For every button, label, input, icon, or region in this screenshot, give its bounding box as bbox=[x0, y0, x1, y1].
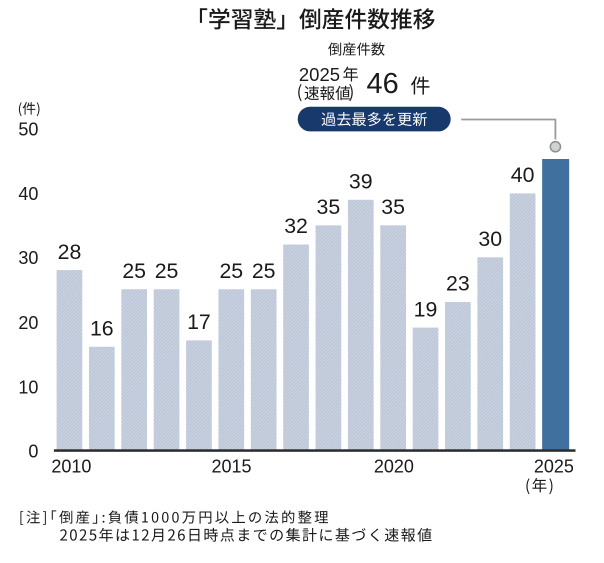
svg-text:2025: 2025 bbox=[299, 64, 340, 85]
svg-text:17: 17 bbox=[187, 310, 211, 334]
svg-text:25: 25 bbox=[252, 259, 276, 283]
svg-text:23: 23 bbox=[446, 272, 470, 296]
svg-text:35: 35 bbox=[317, 195, 341, 219]
svg-text:2020: 2020 bbox=[374, 456, 414, 476]
svg-text:2025: 2025 bbox=[534, 456, 574, 476]
svg-text:30: 30 bbox=[18, 248, 38, 268]
svg-text:20: 20 bbox=[18, 313, 38, 333]
svg-text:0: 0 bbox=[28, 442, 38, 462]
svg-text:40: 40 bbox=[511, 163, 535, 187]
svg-text:25: 25 bbox=[122, 259, 146, 283]
svg-text:25: 25 bbox=[219, 259, 243, 283]
svg-text:30: 30 bbox=[478, 227, 502, 251]
svg-text:2015: 2015 bbox=[211, 456, 251, 476]
svg-text:50: 50 bbox=[18, 120, 38, 140]
svg-text:46: 46 bbox=[367, 68, 399, 100]
svg-text:16: 16 bbox=[90, 316, 114, 340]
svg-text:39: 39 bbox=[349, 169, 373, 193]
svg-text:40: 40 bbox=[18, 184, 38, 204]
svg-text:32: 32 bbox=[284, 214, 308, 238]
svg-text:2010: 2010 bbox=[51, 456, 91, 476]
svg-text:28: 28 bbox=[58, 240, 82, 264]
svg-text:25: 25 bbox=[155, 259, 179, 283]
svg-text:19: 19 bbox=[414, 297, 438, 321]
svg-text:35: 35 bbox=[381, 195, 405, 219]
svg-text:10: 10 bbox=[18, 377, 38, 397]
